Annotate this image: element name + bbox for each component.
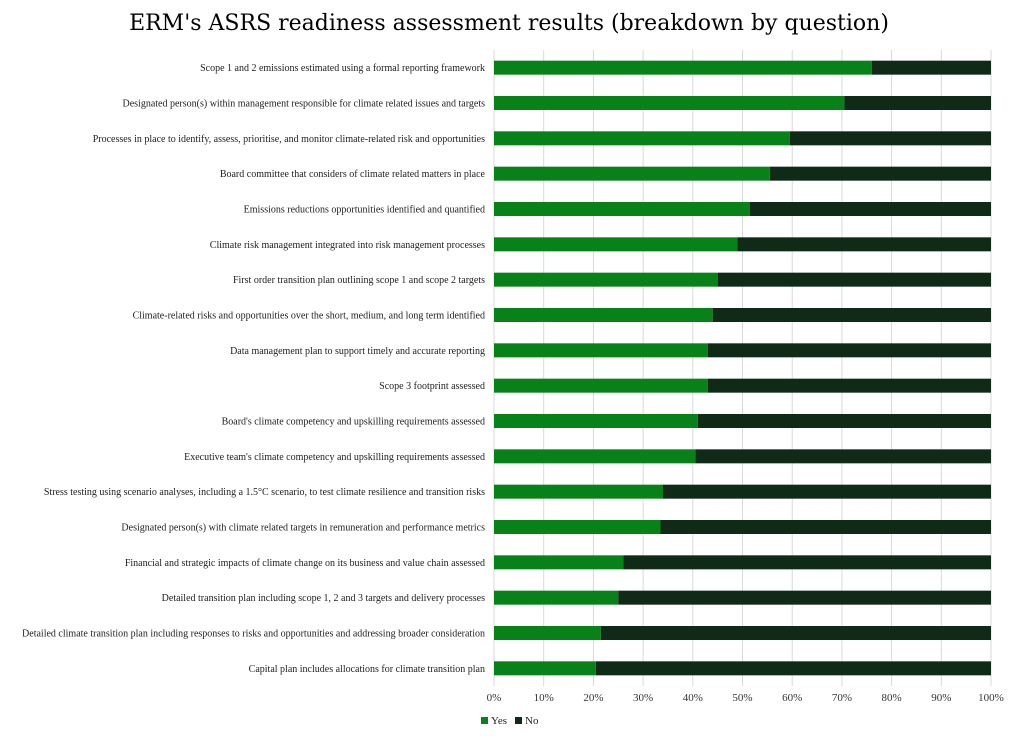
category-label: Detailed climate transition plan includi…: [22, 629, 485, 640]
category-label: Climate-related risks and opportunities …: [133, 311, 485, 322]
category-labels: Scope 1 and 2 emissions estimated using …: [22, 63, 486, 675]
legend-swatch-no: [515, 717, 522, 724]
bar-yes-6: [494, 237, 738, 252]
bars: [494, 60, 991, 676]
bar-no-11: [697, 414, 991, 428]
bar-yes-11: [494, 414, 698, 428]
x-tick-label: 20%: [583, 692, 603, 704]
bar-yes-16: [494, 590, 619, 605]
category-label: Stress testing using scenario analyses, …: [44, 487, 485, 498]
bar-yes-15: [494, 555, 624, 570]
bar-yes-17: [494, 626, 601, 640]
category-label: Designated person(s) within management r…: [123, 99, 486, 110]
bar-no-16: [618, 590, 991, 605]
chart-title: ERM's ASRS readiness assessment results …: [129, 11, 889, 36]
category-label: Scope 3 footprint assessed: [379, 381, 485, 392]
category-label: Board's climate competency and upskillin…: [222, 417, 485, 428]
x-tick-label: 100%: [978, 692, 1004, 704]
bar-no-18: [595, 661, 991, 676]
category-label: Executive team's climate competency and …: [184, 452, 485, 463]
x-tick-label: 70%: [832, 692, 852, 704]
category-label: Board committee that considers of climat…: [220, 169, 486, 180]
bar-no-13: [662, 484, 991, 499]
bar-yes-7: [494, 272, 718, 287]
bar-yes-1: [494, 60, 872, 75]
bar-yes-14: [494, 520, 661, 534]
x-tick-label: 0%: [487, 692, 502, 704]
bar-yes-8: [494, 308, 713, 322]
bar-no-14: [660, 520, 991, 534]
bar-no-17: [600, 626, 991, 640]
bar-no-3: [789, 131, 991, 146]
bar-no-5: [749, 202, 991, 216]
category-label: Scope 1 and 2 emissions estimated using …: [200, 63, 485, 74]
x-tick-label: 40%: [683, 692, 703, 704]
bar-no-15: [623, 555, 991, 570]
bar-yes-2: [494, 96, 845, 110]
x-tick-label: 90%: [931, 692, 951, 704]
bar-no-4: [769, 166, 991, 181]
bar-yes-4: [494, 166, 770, 181]
bar-no-8: [712, 308, 991, 322]
bar-yes-3: [494, 131, 790, 146]
category-label: Processes in place to identify, assess, …: [93, 134, 485, 145]
category-label: Data management plan to support timely a…: [230, 346, 485, 357]
bar-yes-10: [494, 378, 708, 393]
bar-no-9: [707, 343, 991, 358]
bar-yes-5: [494, 202, 750, 216]
x-axis-ticks: 0% 10% 20% 30% 40% 50% 60% 70% 80% 90% 100%: [487, 692, 1004, 704]
category-label: Detailed transition plan including scope…: [162, 593, 485, 604]
category-label: First order transition plan outlining sc…: [233, 275, 485, 286]
bar-no-6: [737, 237, 991, 252]
x-tick-label: 10%: [534, 692, 554, 704]
legend-label-no: No: [525, 715, 539, 727]
x-tick-label: 50%: [732, 692, 752, 704]
bar-no-10: [707, 378, 991, 393]
x-tick-label: 80%: [882, 692, 902, 704]
category-label: Emissions reductions opportunities ident…: [244, 205, 485, 216]
gridlines: [493, 50, 992, 686]
legend: Yes No: [481, 715, 539, 727]
bar-yes-18: [494, 661, 596, 676]
category-label: Capital plan includes allocations for cl…: [249, 664, 485, 675]
legend-label-yes: Yes: [491, 715, 507, 727]
bar-yes-13: [494, 484, 663, 499]
legend-swatch-yes: [481, 717, 488, 724]
bar-no-12: [695, 449, 991, 464]
bar-yes-12: [494, 449, 696, 464]
category-label: Climate risk management integrated into …: [210, 240, 485, 251]
category-label: Designated person(s) with climate relate…: [121, 523, 485, 534]
x-tick-label: 30%: [633, 692, 653, 704]
bar-no-2: [844, 96, 991, 110]
bar-no-1: [871, 60, 991, 75]
bar-no-7: [717, 272, 991, 287]
bar-yes-9: [494, 343, 708, 358]
category-label: Financial and strategic impacts of clima…: [125, 558, 485, 569]
x-tick-label: 60%: [782, 692, 802, 704]
